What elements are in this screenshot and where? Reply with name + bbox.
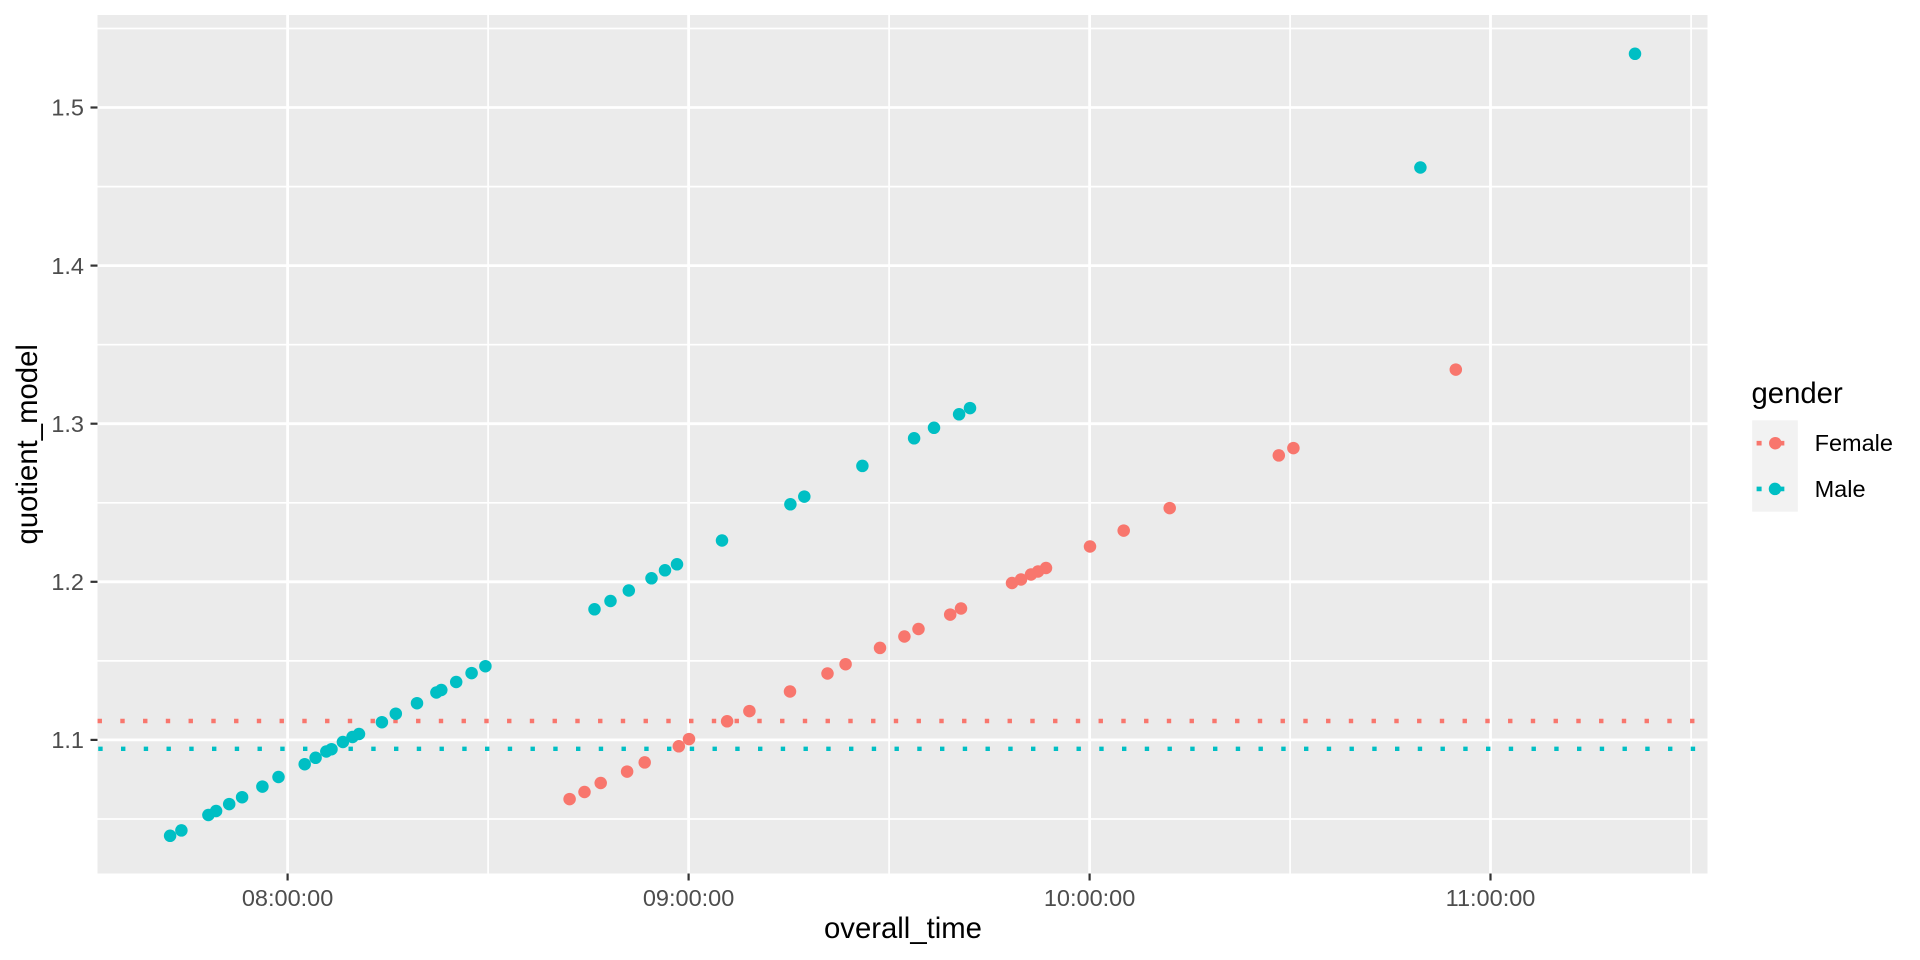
svg-text:1.2: 1.2 <box>51 569 84 595</box>
svg-text:quotient_model: quotient_model <box>11 344 44 544</box>
svg-text:gender: gender <box>1752 377 1843 410</box>
svg-text:1.1: 1.1 <box>51 727 84 753</box>
svg-text:1.4: 1.4 <box>51 253 84 279</box>
svg-text:1.5: 1.5 <box>51 95 84 121</box>
svg-text:10:00:00: 10:00:00 <box>1044 885 1135 911</box>
svg-text:Male: Male <box>1815 476 1866 502</box>
svg-text:11:00:00: 11:00:00 <box>1446 885 1536 911</box>
svg-text:Female: Female <box>1815 430 1893 456</box>
svg-text:1.3: 1.3 <box>51 411 84 437</box>
svg-text:09:00:00: 09:00:00 <box>643 885 734 911</box>
svg-text:overall_time: overall_time <box>824 912 982 945</box>
svg-text:08:00:00: 08:00:00 <box>242 885 333 911</box>
